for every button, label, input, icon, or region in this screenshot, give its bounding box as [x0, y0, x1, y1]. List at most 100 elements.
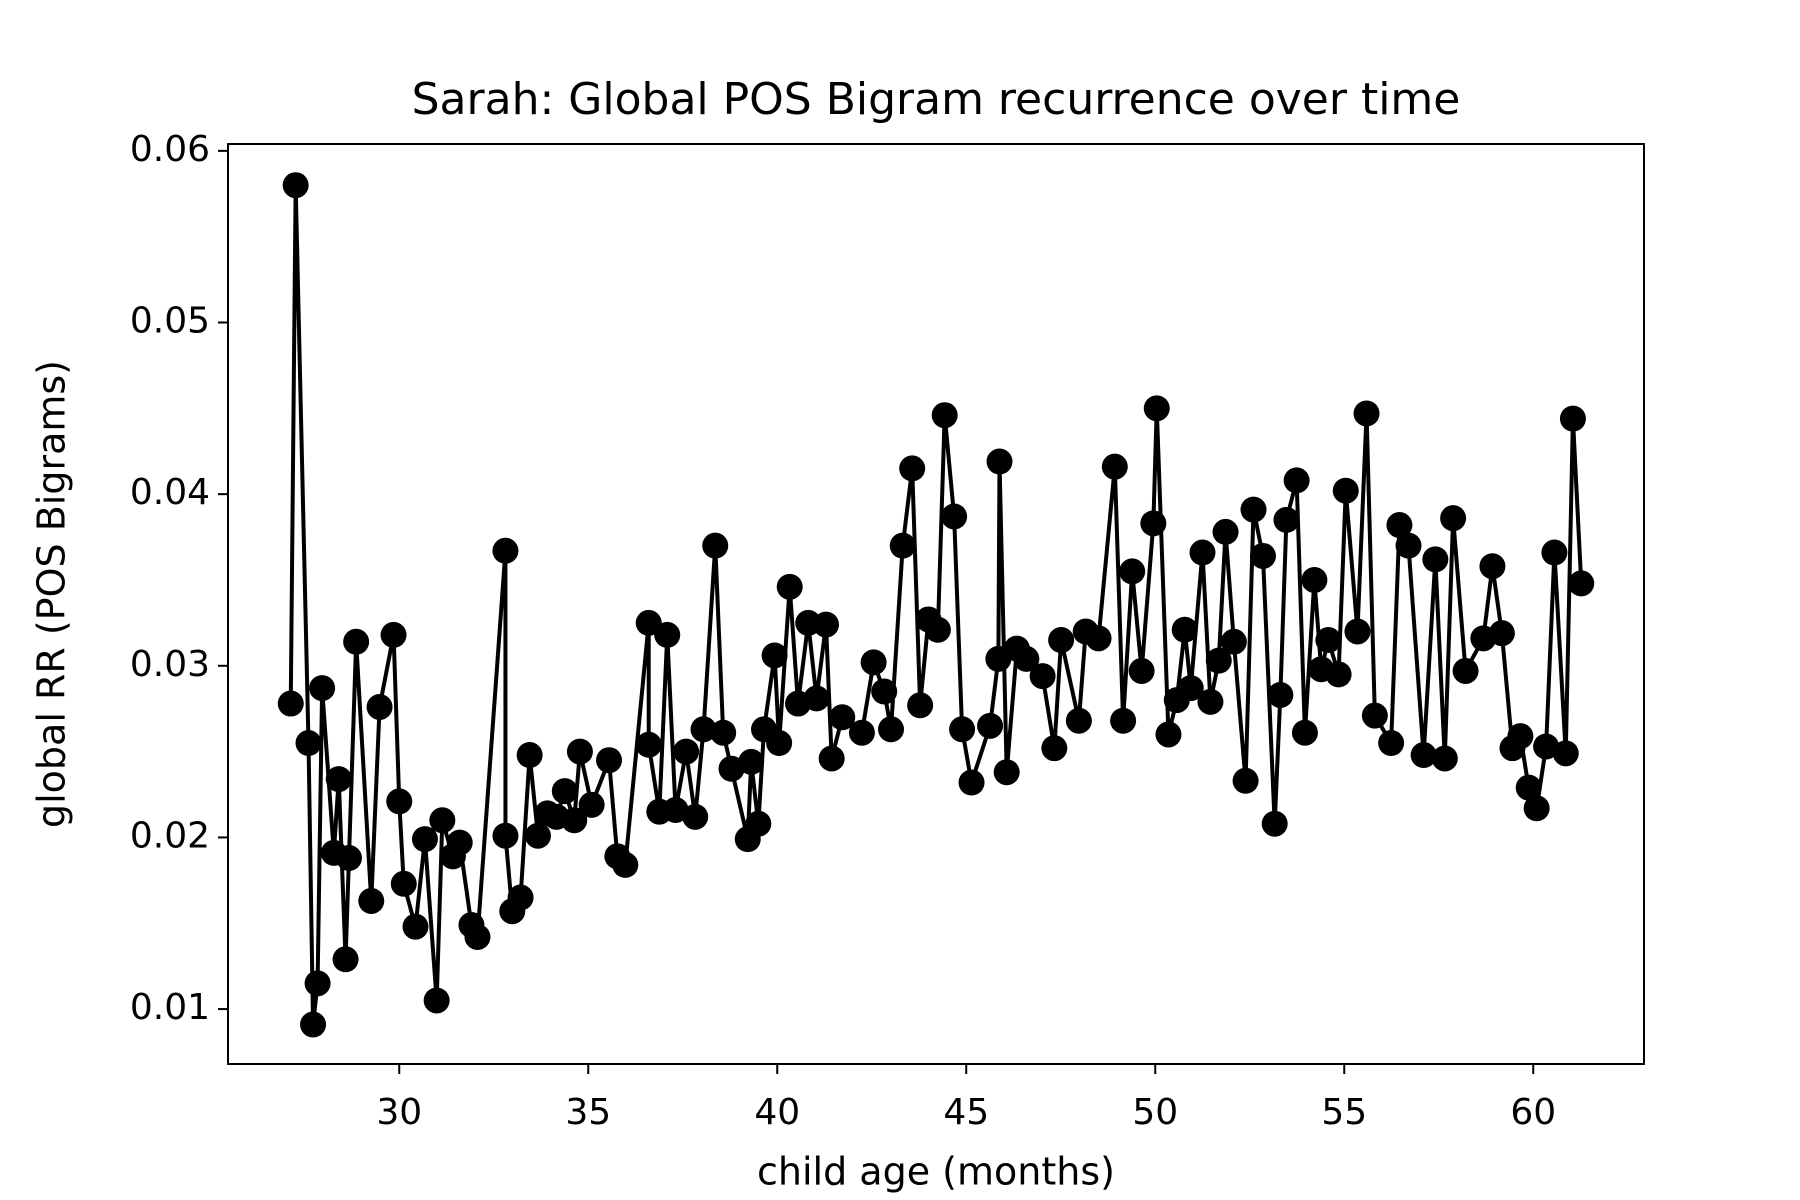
x-tick-label: 50 — [1132, 1092, 1178, 1133]
point — [941, 503, 968, 530]
point — [829, 704, 856, 731]
point — [924, 616, 951, 643]
point — [1440, 505, 1467, 532]
point — [578, 791, 605, 818]
point — [1205, 647, 1232, 674]
point — [1488, 620, 1515, 647]
point — [907, 692, 934, 719]
point — [1559, 405, 1586, 432]
point — [1101, 453, 1128, 480]
point — [1479, 553, 1506, 580]
point — [1267, 681, 1294, 708]
point — [464, 923, 491, 950]
point — [551, 778, 578, 805]
point — [690, 716, 717, 743]
point — [848, 719, 875, 746]
point — [277, 690, 304, 717]
point — [1212, 518, 1239, 545]
point — [710, 719, 737, 746]
point — [1325, 661, 1352, 688]
point — [325, 766, 352, 793]
point — [702, 532, 729, 559]
point — [566, 738, 593, 765]
x-tick-label: 30 — [376, 1092, 422, 1133]
point — [803, 685, 830, 712]
point — [343, 628, 370, 655]
point — [1452, 657, 1479, 684]
point — [871, 678, 898, 705]
point — [718, 755, 745, 782]
point — [899, 455, 926, 482]
point — [1361, 702, 1388, 729]
point — [1197, 688, 1224, 715]
y-tick-label: 0.04 — [130, 472, 210, 513]
point — [993, 759, 1020, 786]
point — [761, 642, 788, 669]
point — [1541, 539, 1568, 566]
y-tick-label: 0.06 — [130, 129, 210, 170]
point — [386, 788, 413, 815]
point — [1431, 745, 1458, 772]
point — [776, 573, 803, 600]
point — [507, 884, 534, 911]
point — [1041, 735, 1068, 762]
point — [1523, 795, 1550, 822]
point — [411, 826, 438, 853]
point — [309, 675, 336, 702]
x-axis-label: child age (months) — [757, 1150, 1115, 1194]
point — [1085, 625, 1112, 652]
y-tick-label: 0.01 — [130, 987, 210, 1028]
point — [1128, 657, 1155, 684]
point — [1249, 542, 1276, 569]
point — [986, 448, 1013, 475]
point — [366, 693, 393, 720]
point — [813, 611, 840, 638]
point — [1110, 707, 1137, 734]
x-tick-label: 60 — [1510, 1092, 1556, 1133]
point — [949, 716, 976, 743]
point — [1029, 663, 1056, 690]
point — [1177, 675, 1204, 702]
point — [402, 913, 429, 940]
point — [446, 829, 473, 856]
point — [596, 747, 623, 774]
point — [1220, 628, 1247, 655]
point — [1386, 512, 1413, 539]
point — [1119, 558, 1146, 585]
point — [673, 738, 700, 765]
point — [860, 649, 887, 676]
point — [1410, 742, 1437, 769]
point — [1353, 400, 1380, 427]
point — [282, 172, 309, 199]
x-tick-label: 40 — [754, 1092, 800, 1133]
point — [818, 745, 845, 772]
point — [931, 402, 958, 429]
point — [1332, 477, 1359, 504]
point — [332, 946, 359, 973]
point — [635, 609, 662, 636]
point — [1155, 721, 1182, 748]
point — [1552, 740, 1579, 767]
point — [561, 807, 588, 834]
point — [1240, 496, 1267, 523]
point — [958, 769, 985, 796]
point — [889, 532, 916, 559]
point — [635, 731, 662, 758]
point — [1291, 719, 1318, 746]
point — [1378, 730, 1405, 757]
point — [1171, 616, 1198, 643]
point — [977, 712, 1004, 739]
point — [335, 845, 362, 872]
point — [1048, 627, 1075, 654]
point — [1283, 467, 1310, 494]
point — [766, 730, 793, 757]
point — [1422, 546, 1449, 573]
point — [358, 887, 385, 914]
point — [745, 810, 772, 837]
point — [1515, 774, 1542, 801]
point — [492, 822, 519, 849]
point — [612, 851, 639, 878]
series-line — [288, 183, 1584, 1027]
point — [300, 1011, 327, 1038]
